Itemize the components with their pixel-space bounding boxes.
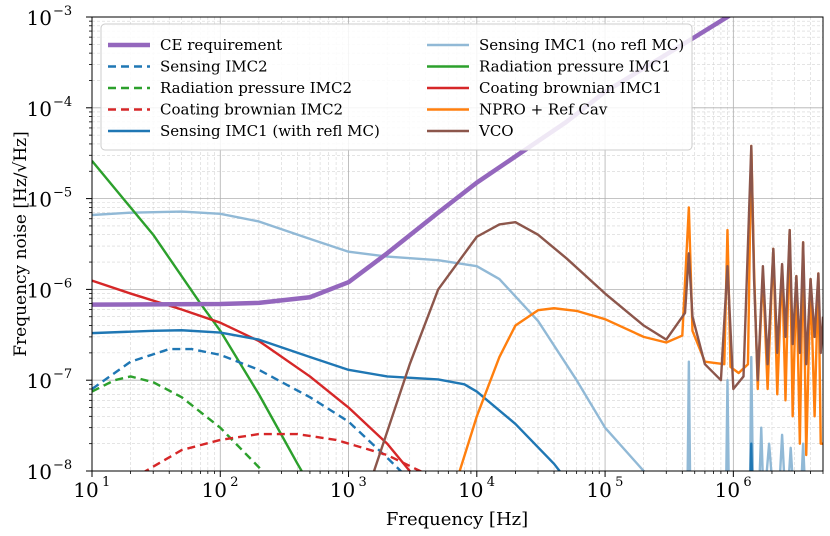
y-tick-exponent: −3 [53,4,72,19]
y-tick-label: 10 [27,460,52,484]
y-tick-label: 10 [27,278,52,302]
x-tick-exponent: 3 [359,475,367,490]
y-tick-label: 10 [27,97,52,121]
y-axis-label: Frequency noise [Hz/√Hz] [11,131,31,357]
axis-tick-labels: 10 1 10 2 10 3 10 4 10 5 10 610 −810 −710 −610 −510 −410… [27,4,752,502]
x-tick-exponent: 6 [743,475,751,490]
x-tick-label: 10 [330,478,355,502]
y-tick-exponent: −8 [53,458,72,473]
y-tick-exponent: −7 [53,367,72,382]
legend: CE requirement Sensing IMC2 Radiation pres… [100,23,693,151]
legend-label: Radiation pressure IMC1 [479,58,671,76]
x-tick-label: 10 [458,478,483,502]
series-line-sensing-imc1-spikes [686,355,806,471]
y-tick-exponent: −4 [53,95,72,110]
legend-box [100,23,693,151]
legend-label: Sensing IMC1 (with refl MC) [160,122,380,140]
legend-label: VCO [478,122,514,140]
x-tick-label: 10 [73,478,98,502]
x-tick-exponent: 2 [230,475,238,490]
plot-frame [91,16,824,472]
series-line-coating-brownian-imc1 [92,279,412,471]
x-tick-label: 10 [202,478,227,502]
series-line-vco [372,144,823,471]
series-line-radiation-pressure-imc2 [92,375,264,471]
legend-label: Coating brownian IMC1 [479,79,662,97]
y-tick-label: 10 [27,6,52,30]
series-line-sensing-imc1-no-refl-mc [92,210,646,471]
legend-label: Radiation pressure IMC2 [160,79,352,97]
series-line-coating-brownian-imc2 [143,432,423,471]
x-axis-label: Frequency [Hz] [386,509,528,530]
x-tick-label: 10 [586,478,611,502]
x-tick-exponent: 4 [487,475,495,490]
series-line-sensing-imc1-with-refl-spikes [749,442,754,471]
legend-label: CE requirement [160,36,282,54]
y-tick-exponent: −5 [53,186,72,201]
series-line-sensing-imc2 [92,347,403,471]
y-tick-label: 10 [27,188,52,212]
legend-label: Coating brownian IMC2 [160,101,343,119]
legend-label: NPRO + Ref Cav [479,101,608,119]
x-tick-exponent: 5 [615,475,623,490]
x-tick-exponent: 1 [102,475,110,490]
legend-label: Sensing IMC2 [160,58,268,76]
legend-label: Sensing IMC1 (no refl MC) [479,36,684,54]
y-tick-label: 10 [27,369,52,393]
axis-ticks [86,16,824,477]
x-tick-label: 10 [715,478,740,502]
series-line-sensing-imc1-with-refl-mc [92,329,562,471]
y-tick-exponent: −6 [53,276,72,291]
